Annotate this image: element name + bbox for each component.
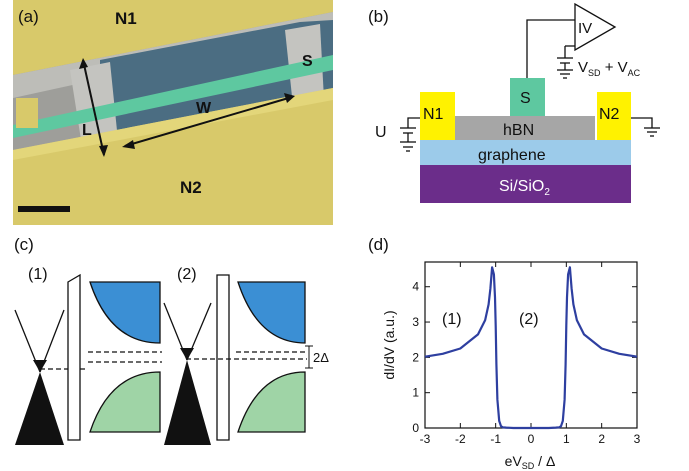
gate-u-label: U <box>375 124 387 141</box>
amp-label: IV <box>578 20 592 37</box>
x-tick-label: 2 <box>598 432 605 446</box>
x-tick-label: 3 <box>634 432 641 446</box>
y-tick-label: 3 <box>412 315 419 329</box>
y-tick-label: 0 <box>412 421 419 435</box>
y-axis-label: dI/dV (a.u.) <box>381 310 397 379</box>
source-lead-s <box>13 55 333 138</box>
x-tick-label: 0 <box>528 432 535 446</box>
region-1-label: (1) <box>442 311 462 328</box>
current-amplifier <box>574 2 617 52</box>
x-tick-label: -2 <box>455 432 466 446</box>
band-diagram-1 <box>14 273 162 445</box>
region-2-label: (2) <box>519 311 539 328</box>
plot-frame <box>424 261 638 429</box>
panel-b-label: (b) <box>368 7 389 26</box>
x-tick-label: -1 <box>490 432 501 446</box>
s-contact <box>510 78 545 116</box>
n1-contact-label: N1 <box>423 106 444 123</box>
electrode-n1 <box>13 0 333 75</box>
label-w: W <box>196 100 212 117</box>
label-l: L <box>82 122 92 139</box>
case-2-label: (2) <box>177 266 197 283</box>
n2-contact <box>597 92 631 140</box>
w-arrow <box>124 96 293 147</box>
y-tick-label: 1 <box>412 386 419 400</box>
substrate-label: Si/SiO2 <box>499 178 550 198</box>
panel-d-label: (d) <box>368 235 389 254</box>
l-arrow <box>82 59 105 156</box>
s-wire <box>526 19 575 78</box>
panel-c-label: (c) <box>14 235 34 254</box>
label-n2: N2 <box>180 178 202 197</box>
scale-bar <box>18 206 70 212</box>
y-tick-label: 2 <box>412 350 419 364</box>
panel-a-sem-image <box>13 0 333 225</box>
x-tick-label: 1 <box>563 432 570 446</box>
s-contact-label: S <box>520 90 531 107</box>
y-tick-label: 4 <box>412 280 419 294</box>
didv-curve <box>424 266 638 430</box>
panel-a-label: (a) <box>18 7 39 26</box>
n2-contact-label: N2 <box>599 106 620 123</box>
n1-contact <box>420 92 455 140</box>
vsd-vac-label: VSD + VAC <box>578 59 641 78</box>
x-axis-label: eVSD / Δ <box>505 453 556 471</box>
graphene-layer <box>420 140 631 165</box>
band-diagram-2 <box>163 274 313 445</box>
hbn-layer <box>455 116 595 140</box>
graphene-label: graphene <box>478 147 546 164</box>
label-s: S <box>302 53 313 70</box>
case-1-label: (1) <box>28 266 48 283</box>
x-tick-label: -3 <box>420 432 431 446</box>
hbn-label: hBN <box>503 122 534 139</box>
didv-plot: -3 -2 -1 0 1 2 3 0 1 2 3 4 <box>412 261 641 446</box>
electrode-n2 <box>13 88 333 225</box>
gap-2delta-label: 2Δ <box>313 350 329 365</box>
label-n1: N1 <box>115 9 137 28</box>
substrate-layer <box>420 165 631 203</box>
